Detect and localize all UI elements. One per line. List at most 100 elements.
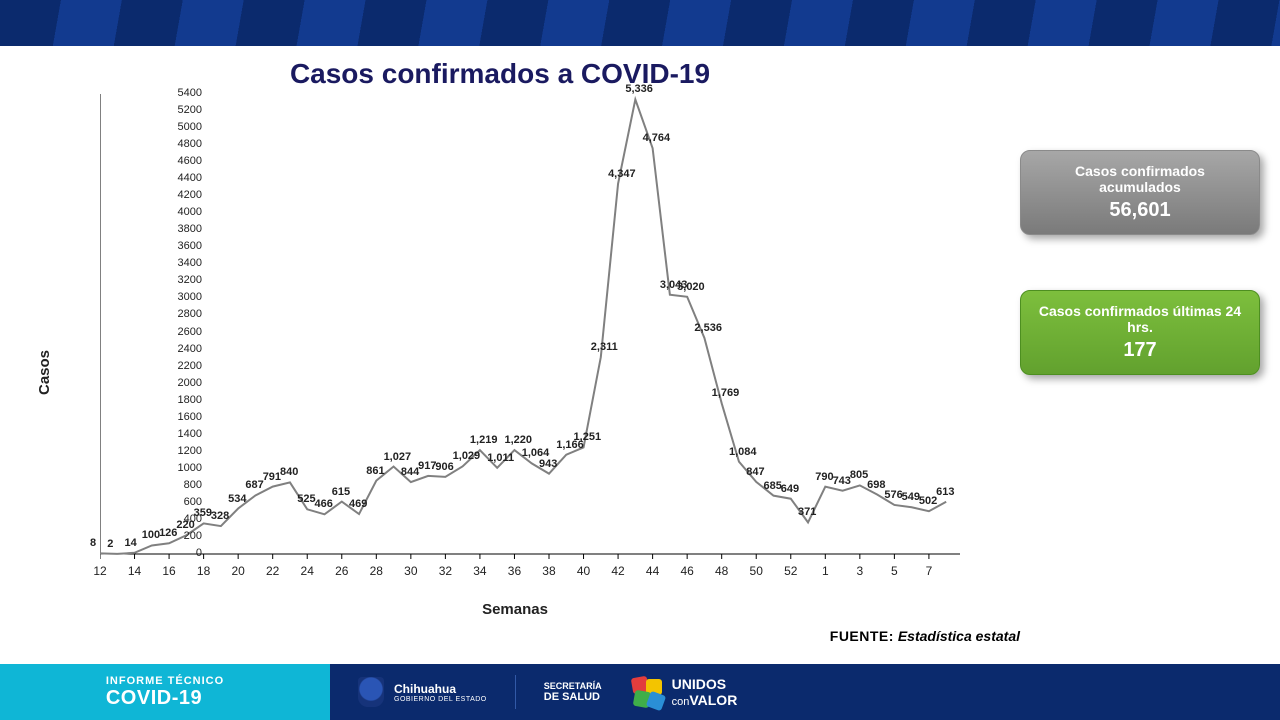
data-point-label: 906 <box>435 461 453 473</box>
y-tick-label: 1200 <box>142 445 202 457</box>
data-point-label: 861 <box>366 465 384 477</box>
data-point-label: 1,219 <box>470 434 498 446</box>
y-tick-label: 3400 <box>142 257 202 269</box>
footer-bar: INFORME TÉCNICO COVID-19 Chihuahua GOBIE… <box>0 664 1280 720</box>
data-point-label: 534 <box>228 493 246 505</box>
y-tick-label: 200 <box>142 530 202 542</box>
data-point-label: 1,084 <box>729 446 757 458</box>
data-point-label: 613 <box>936 486 954 498</box>
y-tick-label: 600 <box>142 496 202 508</box>
secretaria-badge: SECRETARÍA DE SALUD <box>544 681 602 703</box>
y-tick-label: 5400 <box>142 87 202 99</box>
data-point-label: 4,764 <box>643 132 671 144</box>
data-point-label: 2,536 <box>694 322 722 334</box>
y-tick-label: 2000 <box>142 377 202 389</box>
y-tick-label: 3200 <box>142 274 202 286</box>
data-point-label: 847 <box>746 466 764 478</box>
data-point-label: 1,029 <box>453 450 481 462</box>
shield-icon <box>358 677 384 707</box>
data-point-label: 685 <box>763 480 781 492</box>
x-tick-label: 34 <box>468 564 492 578</box>
data-point-label: 844 <box>401 466 419 478</box>
x-tick-label: 30 <box>399 564 423 578</box>
data-point-label: 743 <box>833 475 851 487</box>
y-tick-label: 3000 <box>142 291 202 303</box>
y-tick-label: 0 <box>142 547 202 559</box>
data-point-label: 1,027 <box>384 451 412 463</box>
y-tick-label: 1600 <box>142 411 202 423</box>
x-axis-title: Semanas <box>30 601 1000 618</box>
x-tick-label: 28 <box>364 564 388 578</box>
data-point-label: 549 <box>902 491 920 503</box>
secretaria-top: SECRETARÍA <box>544 681 602 691</box>
y-tick-label: 400 <box>142 513 202 525</box>
header-stripe <box>0 0 1280 46</box>
data-point-label: 790 <box>815 471 833 483</box>
footer-logos-block: Chihuahua GOBIERNO DEL ESTADO SECRETARÍA… <box>330 664 1280 720</box>
data-point-label: 2 <box>107 538 113 550</box>
x-tick-label: 7 <box>917 564 941 578</box>
y-tick-label: 3600 <box>142 240 202 252</box>
data-point-label: 3,020 <box>677 281 705 293</box>
source-value: Estadística estatal <box>898 628 1020 644</box>
report-label-top: INFORME TÉCNICO <box>106 675 224 687</box>
card-title: Casos confirmados últimas 24 hrs. <box>1035 303 1245 335</box>
y-tick-label: 4200 <box>142 189 202 201</box>
map-icon <box>630 675 664 709</box>
data-point-label: 615 <box>332 486 350 498</box>
x-tick-label: 22 <box>261 564 285 578</box>
data-point-label: 805 <box>850 469 868 481</box>
x-tick-label: 5 <box>882 564 906 578</box>
x-tick-label: 46 <box>675 564 699 578</box>
y-tick-label: 2800 <box>142 308 202 320</box>
data-point-label: 4,347 <box>608 168 636 180</box>
x-tick-label: 3 <box>848 564 872 578</box>
y-tick-label: 5200 <box>142 104 202 116</box>
data-point-label: 502 <box>919 495 937 507</box>
x-tick-label: 26 <box>330 564 354 578</box>
data-point-label: 466 <box>314 498 332 510</box>
x-tick-label: 42 <box>606 564 630 578</box>
y-tick-label: 2400 <box>142 343 202 355</box>
data-point-label: 649 <box>781 483 799 495</box>
data-point-label: 1,769 <box>712 387 740 399</box>
x-tick-label: 16 <box>157 564 181 578</box>
x-tick-label: 18 <box>192 564 216 578</box>
data-point-label: 791 <box>263 471 281 483</box>
unidos-badge: UNIDOS conVALOR <box>630 675 738 709</box>
report-label-bottom: COVID-19 <box>106 687 224 710</box>
y-tick-label: 1000 <box>142 462 202 474</box>
data-point-label: 2,311 <box>591 341 618 353</box>
data-point-label: 525 <box>297 493 315 505</box>
state-name: Chihuahua <box>394 682 487 696</box>
state-badge: Chihuahua GOBIERNO DEL ESTADO <box>358 677 487 707</box>
state-subtitle: GOBIERNO DEL ESTADO <box>394 696 487 703</box>
data-point-label: 14 <box>125 537 137 549</box>
y-tick-label: 4800 <box>142 138 202 150</box>
data-point-label: 371 <box>798 506 816 518</box>
summary-card-24h: Casos confirmados últimas 24 hrs. 177 <box>1020 290 1260 375</box>
chart-title: Casos confirmados a COVID-19 <box>0 58 1000 90</box>
y-tick-label: 3800 <box>142 223 202 235</box>
unidos-top: UNIDOS <box>672 676 738 692</box>
summary-card-cumulative: Casos confirmados acumulados 56,601 <box>1020 150 1260 235</box>
y-tick-label: 2600 <box>142 326 202 338</box>
data-point-label: 328 <box>211 510 229 522</box>
card-title: Casos confirmados acumulados <box>1035 163 1245 195</box>
y-tick-label: 5000 <box>142 121 202 133</box>
data-point-label: 469 <box>349 498 367 510</box>
data-point-label: 1,220 <box>504 434 532 446</box>
x-tick-label: 20 <box>226 564 250 578</box>
source-label: FUENTE: <box>830 628 894 644</box>
data-point-label: 698 <box>867 479 885 491</box>
data-point-label: 8 <box>90 537 96 549</box>
x-tick-label: 50 <box>744 564 768 578</box>
x-tick-label: 40 <box>572 564 596 578</box>
separator <box>515 675 516 709</box>
x-tick-label: 14 <box>123 564 147 578</box>
data-point-label: 1,251 <box>574 431 602 443</box>
y-tick-label: 4400 <box>142 172 202 184</box>
data-point-label: 576 <box>884 489 902 501</box>
y-tick-label: 4000 <box>142 206 202 218</box>
unidos-bot: conVALOR <box>672 692 738 708</box>
